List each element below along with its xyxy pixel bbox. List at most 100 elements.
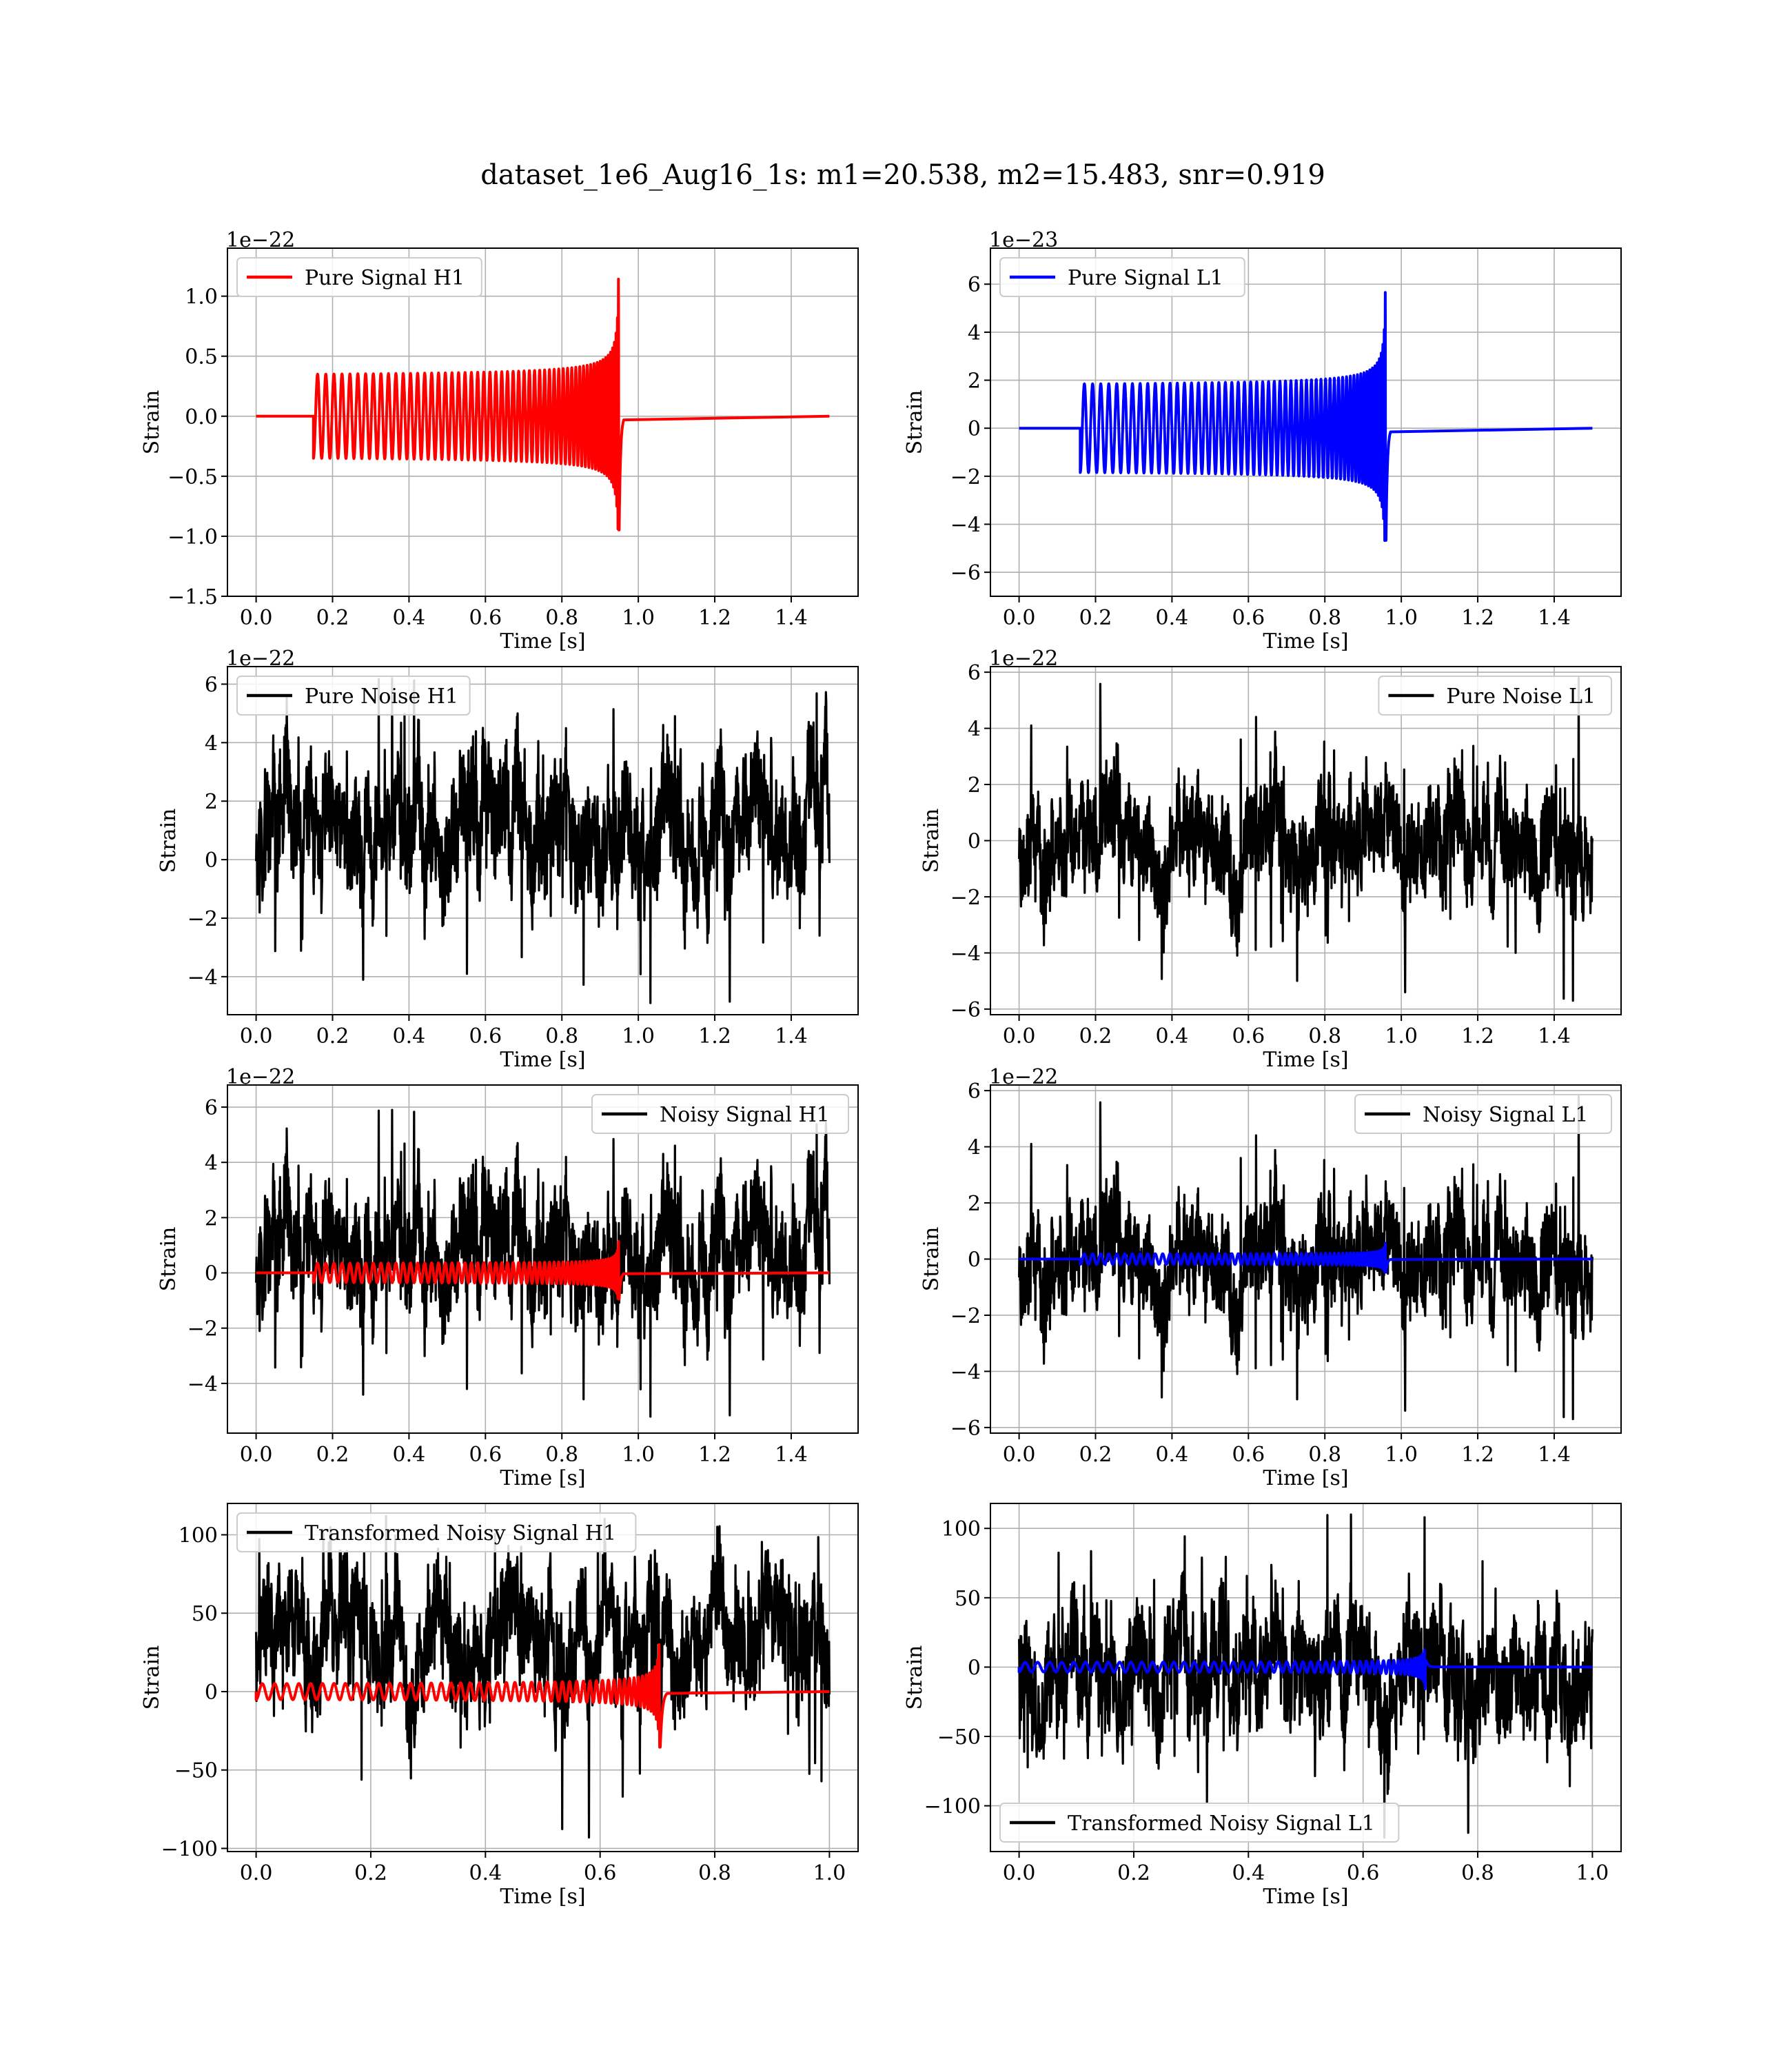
y-tick-label: −0.5 [167, 465, 218, 489]
legend-box [1378, 676, 1613, 716]
x-tick-label: 0.0 [240, 1443, 273, 1467]
y-tick-label: −6 [950, 1417, 981, 1441]
subplot-transformed-noisy-signal-h1: 0.0 0.2 0.4 0.6 0.8 1.0 −100 −50 0 50 100 Time [s] S… [140, 1503, 859, 1909]
x-tick-label: 0.8 [545, 606, 578, 630]
y-tick-label: 2 [205, 790, 218, 814]
x-tick-label: 0.8 [1308, 606, 1341, 630]
y-tick-label: −4 [187, 1372, 218, 1397]
x-tick-label: 0.6 [469, 1443, 502, 1467]
x-tick-label: 0.0 [1003, 1024, 1036, 1048]
x-axis-label: Time [s] [1263, 1885, 1348, 1909]
series-line-transformed-noisy-signal-h1 [255, 1514, 831, 1839]
axes-frame [227, 666, 859, 1015]
y-tick-label: 1.0 [185, 285, 218, 310]
x-tick-label: 0.2 [1117, 1861, 1150, 1885]
legend: Pure Signal L1 [999, 257, 1245, 297]
y-axis-label: Strain [919, 809, 944, 873]
axes-frame [990, 1503, 1622, 1852]
y-tick-label: 0.0 [185, 405, 218, 429]
series-group [255, 677, 831, 1004]
axes-frame [990, 247, 1622, 597]
x-tick-label: 1.0 [1385, 1443, 1418, 1467]
x-axis-label: Time [s] [1263, 629, 1348, 653]
legend-label: Noisy Signal L1 [1423, 1103, 1588, 1127]
y-tick-label: −100 [924, 1795, 981, 1819]
x-tick-label: 1.4 [1538, 1443, 1571, 1467]
x-tick-label: 0.4 [1156, 1443, 1189, 1467]
y-tick-label: 6 [205, 1096, 218, 1120]
x-tick-label: 0.4 [469, 1861, 502, 1885]
y-axis-label: Strain [140, 1645, 164, 1710]
x-axis-label: Time [s] [500, 1466, 585, 1490]
x-tick-label: 1.4 [775, 1024, 808, 1048]
x-axis-label: Time [s] [1263, 1048, 1348, 1072]
y-tick-label: −1.0 [167, 525, 218, 549]
legend-label: Transformed Noisy Signal L1 [1068, 1812, 1375, 1836]
y-tick-label: 50 [192, 1602, 218, 1626]
x-tick-label: 0.6 [1232, 1024, 1265, 1048]
legend-box [236, 676, 471, 716]
series-group [254, 1514, 831, 1839]
x-tick-label: 1.4 [775, 606, 808, 630]
x-axis-label: Time [s] [500, 1885, 585, 1909]
legend-label: Pure Signal H1 [305, 266, 465, 290]
y-tick-label: 4 [205, 1151, 218, 1175]
x-tick-label: 1.0 [1385, 606, 1418, 630]
x-tick-label: 0.6 [584, 1861, 617, 1885]
x-tick-label: 1.4 [1538, 606, 1571, 630]
y-tick-label: −2 [950, 1304, 981, 1328]
y-offset-text: 1e−22 [226, 228, 295, 252]
x-axis-label: Time [s] [500, 629, 585, 653]
y-tick-label: 0.5 [185, 345, 218, 369]
x-tick-label: 0.8 [1308, 1443, 1341, 1467]
x-tick-label: 1.4 [1538, 1024, 1571, 1048]
y-tick-label: 100 [941, 1517, 981, 1541]
x-tick-label: 0.4 [1232, 1861, 1265, 1885]
y-tick-label: −4 [187, 966, 218, 990]
series-line-chirp-overlay-1 [1017, 1648, 1593, 1690]
y-axis-label: Strain [156, 809, 181, 873]
x-tick-label: 0.0 [1003, 1861, 1036, 1885]
axes-frame [227, 247, 859, 597]
x-tick-label: 0.6 [1232, 606, 1265, 630]
x-tick-label: 0.2 [1079, 1024, 1112, 1048]
y-tick-label: −6 [950, 561, 981, 585]
legend-label: Noisy Signal H1 [660, 1103, 830, 1127]
y-offset-text: 1e−22 [989, 647, 1058, 671]
y-tick-label: 6 [968, 273, 981, 297]
legend: Transformed Noisy Signal L1 [999, 1803, 1400, 1843]
x-tick-label: 0.2 [316, 1024, 349, 1048]
series-group [256, 277, 830, 531]
x-tick-label: 1.4 [775, 1443, 808, 1467]
series-line-pure-noise-l1 [1018, 676, 1594, 1002]
x-tick-label: 0.0 [1003, 606, 1036, 630]
y-offset-text: 1e−23 [989, 228, 1058, 252]
x-tick-label: 0.8 [1461, 1861, 1494, 1885]
series-group [1017, 1513, 1594, 1839]
axes-frame [227, 1084, 859, 1434]
y-tick-label: −4 [950, 942, 981, 966]
x-tick-label: 1.0 [622, 1443, 655, 1467]
legend-box [236, 1512, 637, 1552]
y-tick-label: −100 [161, 1837, 218, 1861]
y-offset-text: 1e−22 [226, 1065, 295, 1089]
y-axis-label: Strain [140, 390, 164, 455]
x-tick-label: 0.8 [545, 1024, 578, 1048]
y-tick-label: −4 [950, 514, 981, 538]
x-tick-label: 0.2 [1079, 606, 1112, 630]
y-tick-label: 2 [205, 1206, 218, 1230]
x-tick-label: 0.8 [545, 1443, 578, 1467]
x-tick-label: 1.2 [1461, 1024, 1494, 1048]
legend-box [236, 257, 482, 297]
x-tick-label: 0.6 [469, 1024, 502, 1048]
series-group [1018, 676, 1594, 1002]
x-tick-label: 1.0 [1385, 1024, 1418, 1048]
subplot-pure-noise-h1: 0.0 0.2 0.4 0.6 0.8 1.0 1.2 1.4 −4 −2 0 2 4 6 Time [s]… [156, 647, 859, 1072]
subplot-noisy-signal-l1: 0.0 0.2 0.4 0.6 0.8 1.0 1.2 1.4 −6 −4 −2 0 2 4 6 Time [… [919, 1065, 1622, 1490]
x-tick-label: 0.0 [240, 606, 273, 630]
series-line-transformed-noisy-signal-l1 [1018, 1513, 1594, 1839]
subplot-pure-signal-l1: 0.0 0.2 0.4 0.6 0.8 1.0 1.2 1.4 −6 −4 −2 0 2 4 6 Time [… [903, 228, 1622, 653]
legend-box [999, 1803, 1400, 1843]
x-tick-label: 0.6 [1347, 1861, 1380, 1885]
subplot-pure-signal-h1: 0.0 0.2 0.4 0.6 0.8 1.0 1.2 1.4 −1.5 −1.0 −0.5 0.0 0… [140, 228, 859, 653]
